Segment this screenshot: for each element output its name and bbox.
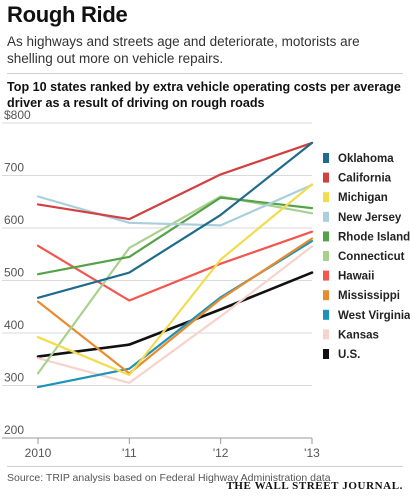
legend-swatch-kansas	[323, 329, 329, 340]
series-line-kansas	[36, 245, 314, 384]
line-chart: 200 300 400 500 600 700 $800 2010 '11 '12 '13 Oklah…	[2, 110, 410, 460]
y-tick-label: 400	[4, 318, 24, 332]
y-tick-label: 500	[4, 266, 24, 280]
chart-heading: Top 10 states ranked by extra vehicle op…	[7, 80, 401, 110]
series-line-california	[36, 141, 314, 221]
y-tick-label: 300	[4, 371, 24, 385]
legend-swatch-west-virginia	[323, 309, 329, 320]
legend-label-connecticut: Connecticut	[338, 251, 405, 263]
divider	[7, 73, 403, 74]
legend-label-mississippi: Mississippi	[338, 290, 400, 302]
series-line-hawaii	[36, 230, 314, 302]
legend-swatch-california	[323, 172, 329, 183]
legend-label-rhode-island: Rhode Island	[338, 231, 410, 243]
y-tick-label: 200	[4, 423, 24, 437]
legend-label-new-jersey: New Jersey	[338, 212, 402, 224]
series-line-rhode-island	[36, 196, 314, 276]
series-line-u-s	[36, 271, 314, 358]
series-line-michigan	[36, 183, 314, 377]
source-note: Source: TRIP analysis based on Federal H…	[7, 472, 331, 484]
legend-label-michigan: Michigan	[338, 192, 388, 204]
series-line-new-jersey	[36, 183, 314, 227]
publisher-logo: THE WALL STREET JOURNAL.	[226, 480, 403, 492]
legend-swatch-michigan	[323, 192, 329, 203]
legend-swatch-oklahoma	[323, 153, 329, 163]
legend-swatch-mississippi	[323, 290, 329, 301]
legend-label-hawaii: Hawaii	[338, 271, 374, 283]
x-tick-label: '13	[304, 446, 320, 460]
x-tick-label: '11	[122, 446, 137, 460]
legend-label-west-virginia: West Virginia	[338, 310, 410, 322]
series-line-mississippi	[36, 237, 314, 375]
legend-swatch-connecticut	[323, 251, 329, 261]
x-tick-label: '12	[213, 446, 229, 460]
legend-swatch-rhode-island	[323, 231, 329, 242]
series-line-west-virginia	[36, 240, 314, 389]
legend-label-kansas: Kansas	[338, 329, 379, 341]
chart-title: Rough Ride	[7, 2, 128, 27]
legend-label-oklahoma: Oklahoma	[338, 153, 394, 165]
y-tick-label: 600	[4, 213, 24, 227]
y-tick-label: 700	[4, 161, 24, 175]
y-tick-label: $800	[4, 110, 31, 122]
legend-swatch-u-s	[323, 349, 329, 359]
legend-swatch-hawaii	[323, 270, 329, 281]
legend-label-u-s: U.S.	[338, 349, 360, 361]
legend-swatch-new-jersey	[323, 211, 329, 222]
chart-subtitle: As highways and streets age and deterior…	[7, 34, 360, 66]
x-tick-label: 2010	[25, 446, 52, 460]
legend-label-california: California	[338, 173, 392, 185]
series-line-oklahoma	[36, 141, 314, 299]
divider	[7, 466, 403, 467]
